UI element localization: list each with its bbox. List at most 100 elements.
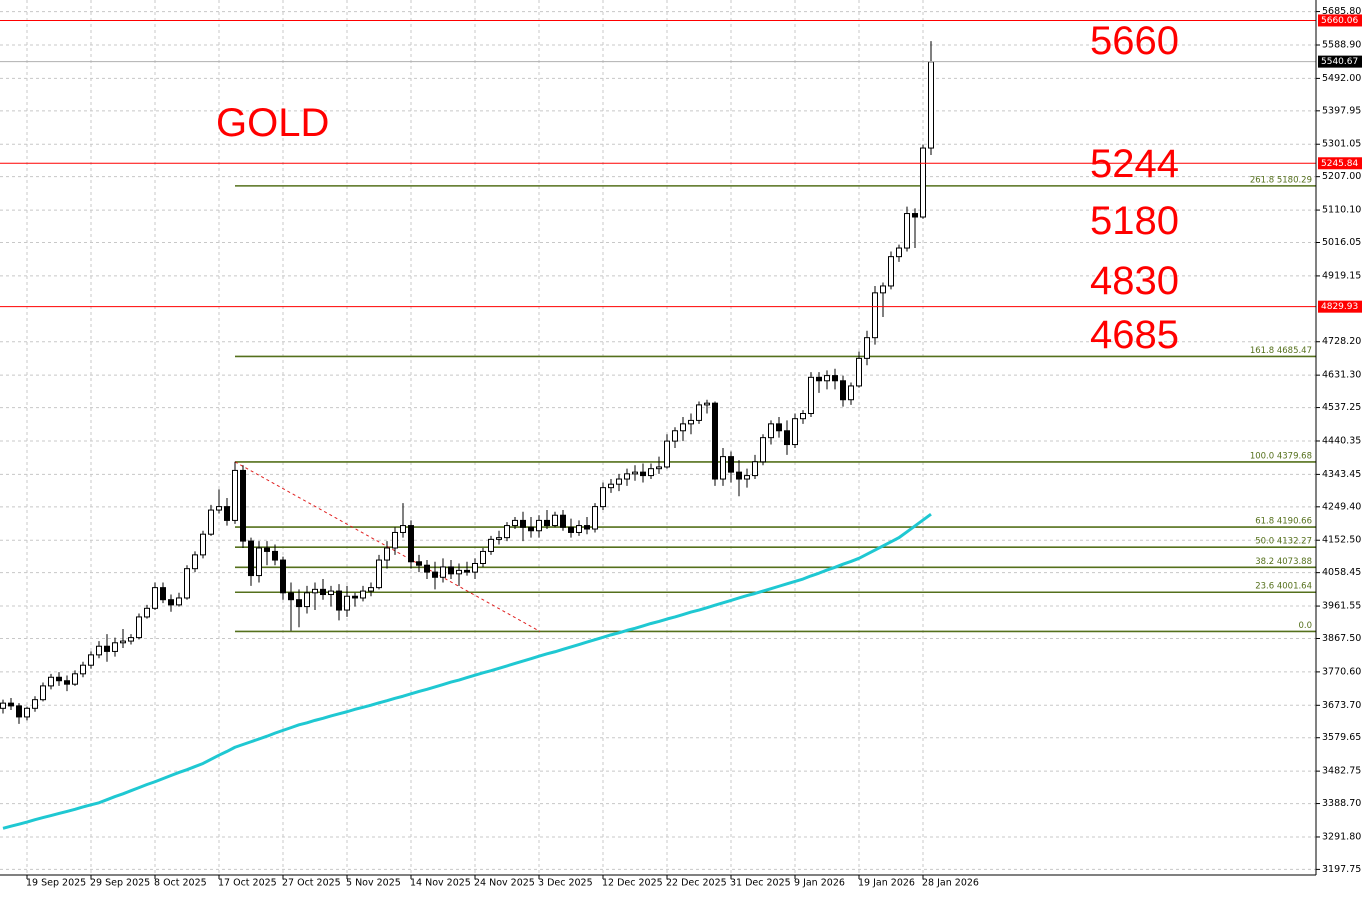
candle-body — [352, 595, 358, 599]
y-tick-label: 3770.60 — [1322, 666, 1361, 677]
candle-body — [304, 592, 310, 608]
x-tick-label: 24 Nov 2025 — [474, 878, 535, 889]
candle-body — [496, 537, 502, 540]
candle-body — [928, 61, 934, 149]
x-tick-label: 27 Oct 2025 — [282, 878, 341, 889]
candle-body — [680, 423, 686, 432]
y-tick-label: 3961.55 — [1322, 601, 1361, 612]
candle-body — [784, 430, 790, 446]
candle-body — [16, 705, 22, 718]
x-tick-label: 14 Nov 2025 — [410, 878, 471, 889]
candle-body — [616, 478, 622, 485]
price-box — [1318, 157, 1362, 170]
candle-body — [768, 423, 774, 439]
candle-body — [448, 566, 454, 575]
candle-body — [728, 456, 734, 473]
candle-body — [800, 413, 806, 420]
candle-body — [904, 213, 910, 249]
candle-body — [872, 292, 878, 339]
y-tick-label: 3482.75 — [1322, 766, 1361, 777]
candle-body — [288, 592, 294, 601]
candle-body — [312, 588, 318, 594]
candle-body — [96, 645, 102, 656]
candle-body — [104, 645, 110, 652]
candle-body — [560, 514, 566, 528]
candle-body — [48, 676, 54, 687]
candle-body — [328, 590, 334, 596]
grid — [0, 0, 1316, 875]
fib-label: 100.0 4379.68 — [1250, 451, 1312, 461]
y-tick-label: 4537.25 — [1322, 402, 1361, 413]
candle-body — [192, 554, 198, 570]
candle-body — [112, 642, 118, 652]
candle-body — [600, 487, 606, 508]
candle-body — [856, 357, 862, 387]
candle-body — [720, 456, 726, 480]
annotation: 5244 — [1090, 142, 1179, 186]
fib-label: 23.6 4001.64 — [1255, 582, 1312, 592]
candle-body — [592, 506, 598, 530]
candle-body — [120, 640, 126, 644]
y-tick-label: 4631.30 — [1322, 370, 1361, 381]
candle-body — [792, 418, 798, 446]
candle-body — [736, 471, 742, 480]
candle-body — [704, 402, 710, 406]
y-tick-label: 4058.45 — [1322, 567, 1361, 578]
x-tick-label: 22 Dec 2025 — [666, 878, 727, 889]
candle-body — [40, 685, 46, 701]
y-tick-label: 3388.70 — [1322, 798, 1361, 809]
candle-body — [912, 213, 918, 218]
x-tick-label: 29 Sep 2025 — [90, 878, 150, 889]
y-tick-label: 3197.75 — [1322, 864, 1361, 875]
candle-body — [480, 550, 486, 564]
fib-label: 261.8 5180.29 — [1250, 175, 1312, 185]
y-tick-label: 5588.90 — [1322, 39, 1361, 50]
candle-body — [144, 607, 150, 618]
y-tick-label: 3867.50 — [1322, 633, 1361, 644]
x-tick-label: 28 Jan 2026 — [922, 878, 979, 889]
fibonacci: 261.8 5180.29 161.8 4685.47 100.0 4379.68 6… — [234, 175, 1316, 633]
candle-body — [512, 519, 518, 527]
candle-body — [320, 588, 326, 596]
candle-body — [416, 561, 422, 566]
x-tick-label: 9 Jan 2026 — [794, 878, 845, 889]
candle-body — [640, 471, 646, 477]
x-tick-label: 17 Oct 2025 — [218, 878, 277, 889]
candle-body — [656, 466, 662, 470]
candle-body — [808, 376, 814, 415]
candle-body — [240, 469, 246, 542]
candle-body — [432, 571, 438, 578]
candle-body — [256, 547, 262, 577]
candle-body — [472, 562, 478, 573]
candle-body — [424, 564, 430, 573]
x-tick-label: 12 Dec 2025 — [602, 878, 663, 889]
price-box — [1318, 14, 1362, 27]
candle-body — [520, 519, 526, 528]
candle-body — [344, 595, 350, 611]
candle-body — [552, 514, 558, 527]
y-tick-label: 5492.00 — [1322, 73, 1361, 84]
fib-label: 38.2 4073.88 — [1255, 557, 1312, 567]
candle-body — [528, 526, 534, 532]
candle-body — [632, 471, 638, 475]
candle-body — [648, 468, 654, 477]
candle-body — [88, 654, 94, 666]
moving-average — [2, 512, 932, 830]
candle-body — [816, 376, 822, 382]
candle-body — [696, 404, 702, 421]
y-tick-label: 5207.00 — [1322, 171, 1361, 182]
candle-body — [752, 461, 758, 477]
annotation: 4830 — [1090, 259, 1179, 303]
candle-body — [880, 285, 886, 294]
candle-body — [384, 547, 390, 561]
candle-body — [672, 430, 678, 442]
y-tick-label: 4728.20 — [1322, 336, 1361, 347]
candle-body — [440, 566, 446, 578]
candle-body — [184, 568, 190, 599]
y-tick-label: 3291.80 — [1322, 831, 1361, 842]
price-box — [1318, 55, 1362, 68]
annotation: 5180 — [1090, 199, 1179, 243]
moving-average-line — [2, 512, 932, 830]
candle-body — [760, 437, 766, 463]
y-tick-label: 4152.50 — [1322, 535, 1361, 546]
